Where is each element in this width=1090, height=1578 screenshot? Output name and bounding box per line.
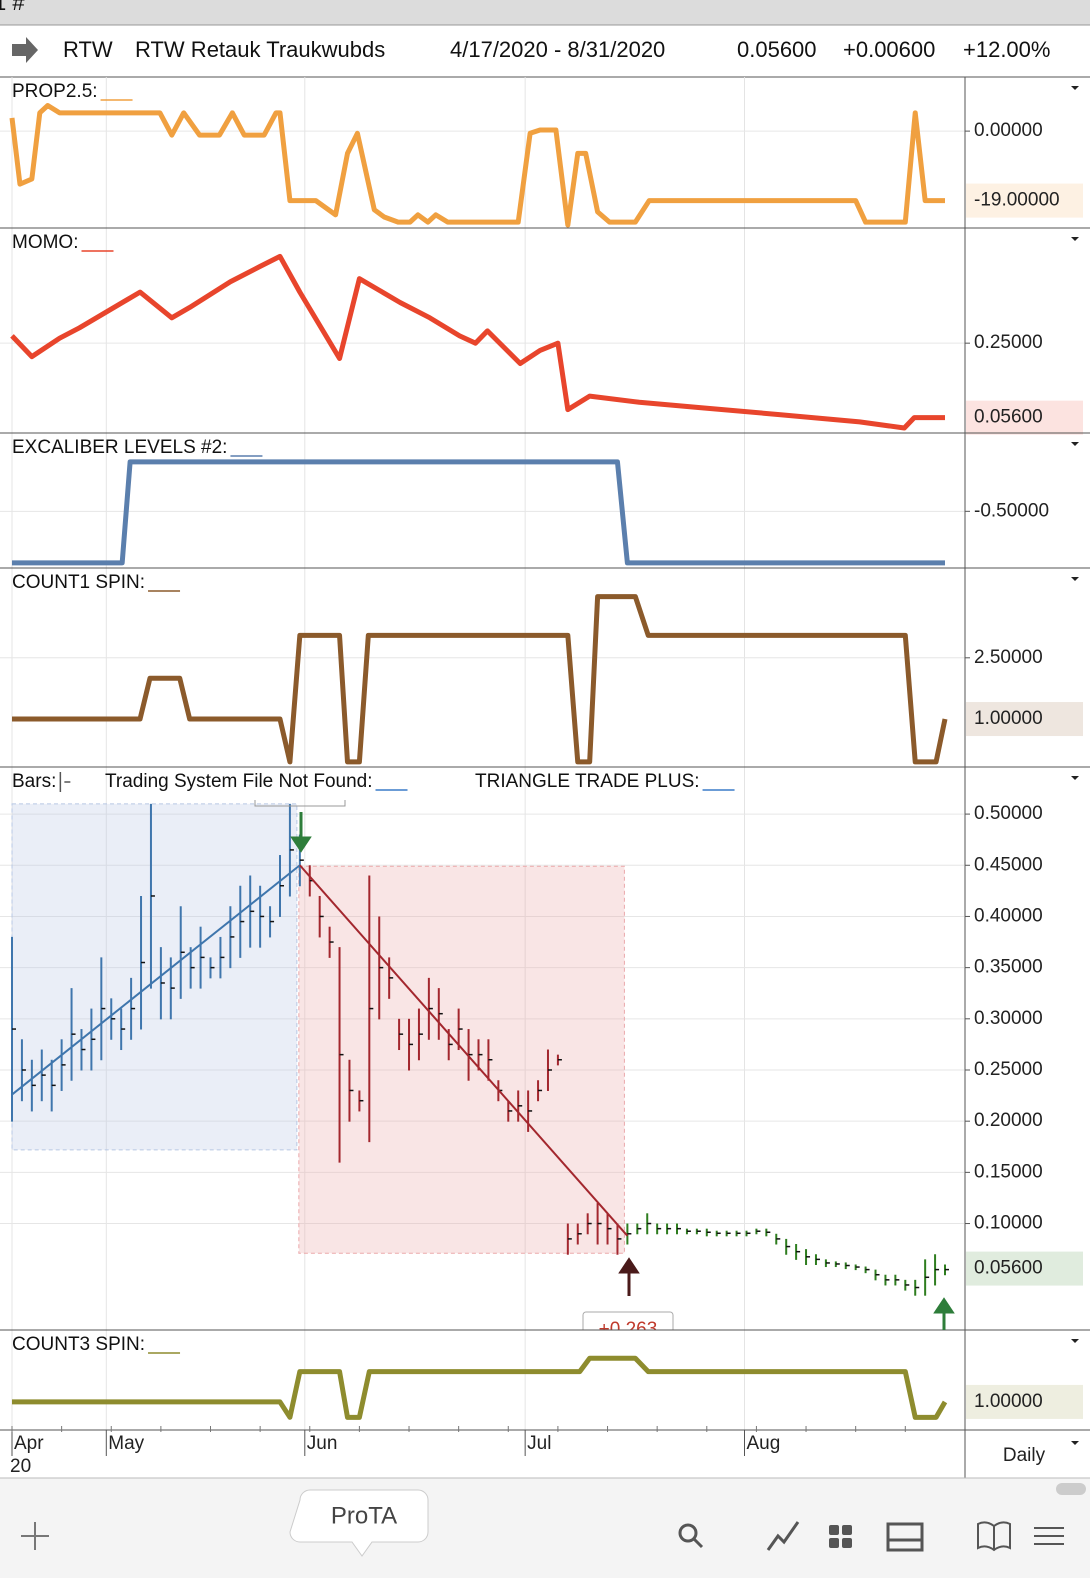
panel-menu[interactable] [1071,776,1079,780]
panel-title: Bars: [12,771,56,792]
y-tick-label: 0.10000 [974,1213,1043,1234]
panel-label: TRIANGLE TRADE PLUS: [475,771,700,792]
x-tick-label: May [108,1433,144,1454]
y-tick-label: 0.50000 [974,803,1043,824]
symbol: RTW [63,37,113,62]
toolbar [0,1478,1090,1578]
x-tick-label: Apr [14,1433,44,1454]
y-tick-label: 2.50000 [974,647,1043,668]
indicator-line [12,1355,948,1420]
last-value-box [966,1251,1083,1286]
chart-icon[interactable] [766,1521,800,1551]
bars-icon [59,772,71,792]
panel-title: COUNT3 SPIN: [12,1334,145,1355]
indicator-line [12,594,948,765]
last-value-label: 0.05600 [974,407,1043,428]
period-menu[interactable] [1071,1441,1079,1445]
panel-title: MOMO: [12,232,79,253]
last-value-label: -19.00000 [974,190,1060,211]
buy-arrow [933,1297,955,1330]
arrow-icon[interactable] [12,37,38,63]
y-tick-label: 0.40000 [974,905,1043,926]
grid-icon[interactable] [829,1525,852,1548]
last-value-box [966,400,1083,435]
y-tick-label: 0.45000 [974,854,1043,875]
panel [12,1355,948,1420]
add-icon[interactable] [21,1522,49,1550]
indicator-line [10,253,945,431]
x-tick-label: Jun [307,1433,338,1454]
indicator-line [12,459,945,566]
buy-arrow [618,1257,640,1296]
last-value-box [966,702,1083,737]
y-tick-label: 0.20000 [974,1110,1043,1131]
last-value-box [966,183,1083,218]
panel-menu[interactable] [1071,86,1079,90]
menu-icon[interactable] [1034,1527,1064,1545]
trade-zone [298,865,625,1254]
date-range: 4/17/2020 - 8/31/2020 [450,37,665,62]
last-price: 0.05600 [737,37,817,62]
panel: +0.263 [0,803,964,1340]
y-tick-label: 0.30000 [974,1008,1043,1029]
top-strip-text: 1 # [0,0,25,15]
panel-menu[interactable] [1071,577,1079,581]
y-tick-label: 0.25000 [974,332,1043,353]
panel-title: PROP2.5: [12,81,98,102]
x-tick-label: Aug [747,1433,781,1454]
plots: 0.00000 -19.00000 PROP2.5: 0.25000 0.05600 MO… [0,77,1090,1477]
panel-label: Trading System File Not Found: [105,771,373,792]
panel [0,459,965,566]
x-year-label: 20 [10,1456,31,1477]
panel-menu[interactable] [1071,237,1079,241]
book-icon[interactable] [977,1521,1011,1552]
search-icon[interactable] [678,1523,698,1543]
trend-line [11,864,301,1096]
trend-line [299,864,629,1237]
x-tick-label: Jul [527,1433,551,1454]
last-value-label: 1.00000 [974,1391,1043,1412]
trade-label: +0.263 [599,1319,658,1340]
symbol-name: RTW Retauk Traukwubds [135,37,385,62]
trade-label-box [582,1311,674,1330]
y-tick-label: 0.35000 [974,957,1043,978]
tab-label[interactable]: ProTA [331,1502,397,1529]
tab[interactable] [289,1489,429,1557]
y-tick-label: 0.25000 [974,1059,1043,1080]
last-value-label: 0.05600 [974,1258,1043,1279]
bracket [254,800,346,807]
panel-title: EXCALIBER LEVELS #2: [12,437,227,458]
panel-icon[interactable] [886,1522,924,1552]
change: +0.00600 [843,37,935,62]
panel [0,253,965,431]
scrollbar[interactable] [1056,1483,1086,1495]
trade-zone [11,803,298,1151]
panel-menu[interactable] [1071,1339,1079,1343]
top-strip [0,0,1090,25]
last-value-box [966,1384,1083,1419]
panel-menu[interactable] [1071,442,1079,446]
period-label[interactable]: Daily [1003,1445,1046,1466]
panel [0,594,965,765]
y-tick-label: -0.50000 [974,500,1049,521]
panel [0,103,965,228]
y-tick-label: 0.15000 [974,1161,1043,1182]
y-tick-label: 0.00000 [974,120,1043,141]
indicator-line [9,103,945,228]
last-value-label: 1.00000 [974,708,1043,729]
panel-title: COUNT1 SPIN: [12,572,145,593]
change-pct: +12.00% [963,37,1050,62]
sell-arrow [290,812,312,853]
search-icon-handle [692,1537,704,1549]
